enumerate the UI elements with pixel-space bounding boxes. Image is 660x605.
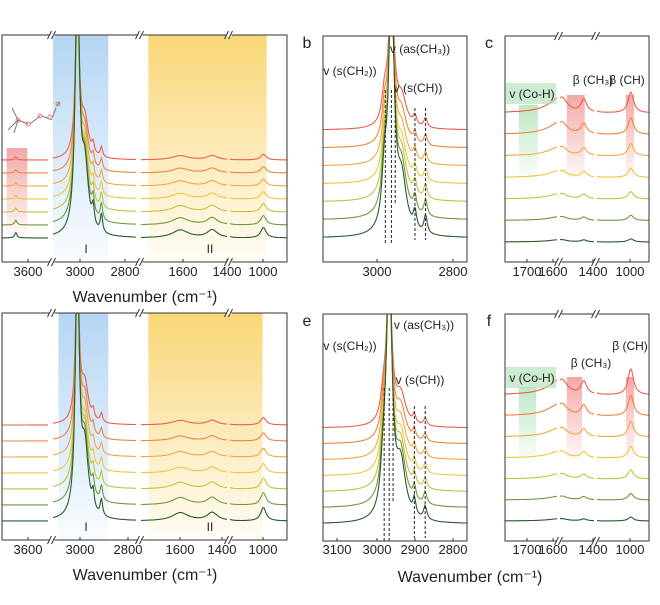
spectrum-trace — [597, 168, 649, 177]
spectrum-trace — [597, 395, 649, 415]
peak-annotation: β (CH) — [612, 339, 648, 353]
spectrum-trace — [597, 118, 649, 134]
shaded-region — [148, 35, 266, 262]
region-label: I — [84, 242, 87, 256]
panel-label: b — [303, 35, 312, 52]
peak-annotation: β (CH) — [609, 73, 645, 87]
spectrum-trace — [560, 193, 594, 198]
x-tick-label: 1400 — [213, 264, 242, 279]
x-axis-label: Wavenumber (cm⁻¹) — [73, 289, 218, 306]
spectrum-trace — [505, 519, 557, 521]
x-tick-label: 2900 — [401, 542, 430, 557]
spectrum-trace — [597, 92, 649, 112]
spectrum-trace — [597, 239, 649, 242]
x-tick-label: 2800 — [111, 264, 140, 279]
spectrum-trace — [560, 217, 594, 221]
x-tick-label: 1000 — [616, 542, 645, 557]
spectrum-trace — [505, 474, 557, 479]
x-axis-label: Wavenumber (cm⁻¹) — [73, 567, 218, 584]
molecule-inset — [8, 102, 60, 133]
spectrum-trace — [505, 496, 557, 500]
x-tick-label: 1000 — [616, 264, 645, 279]
region-label: I — [84, 520, 87, 534]
panel-a: 3600 3000 2800 1600 1400 1000 Wavenumber (cm⁻¹… — [2, 0, 287, 306]
spectrum-trace — [597, 517, 649, 521]
shaded-region — [519, 387, 536, 460]
spectrum-trace — [597, 215, 649, 220]
x-tick-label: 3600 — [14, 542, 43, 557]
panel-label: c — [485, 35, 493, 52]
x-tick-label: 2800 — [114, 542, 143, 557]
x-tick-label: 1400 — [579, 264, 608, 279]
spectrum-trace — [505, 217, 557, 221]
panel-label: e — [303, 313, 312, 330]
x-tick-label: 3000 — [363, 264, 392, 279]
x-tick-label: 3000 — [363, 542, 392, 557]
x-tick-label: 1600 — [539, 542, 568, 557]
spectrum-trace — [560, 240, 594, 242]
spectrum-trace — [560, 519, 594, 521]
spectrum-trace — [597, 369, 649, 394]
x-tick-label: 1600 — [539, 264, 568, 279]
x-tick-label: 1600 — [166, 542, 195, 557]
spectrum-trace — [505, 194, 557, 199]
spectrum-trace — [505, 240, 557, 242]
peak-annotation: β (CH₃) — [571, 356, 611, 370]
x-axis-label: Wavenumber (cm⁻¹) — [398, 569, 543, 586]
spectrum-trace — [597, 421, 649, 436]
peak-annotation: v (s(CH)) — [394, 81, 443, 95]
x-tick-label: 2800 — [439, 264, 468, 279]
peak-annotation: v (as(CH₃)) — [394, 318, 454, 332]
peak-annotation: v (as(CH₃)) — [390, 42, 450, 56]
x-tick-label: 1700 — [513, 542, 542, 557]
spectrum-trace — [597, 470, 649, 479]
shaded-region — [148, 313, 262, 540]
x-tick-label: 3000 — [66, 542, 95, 557]
spectrum-trace — [560, 473, 594, 478]
region-label: II — [207, 520, 214, 534]
peak-annotation: v (Co-H) — [509, 371, 554, 385]
peak-annotation: v (Co-H) — [509, 87, 554, 101]
spectrum-trace — [597, 144, 649, 156]
x-tick-label: 3600 — [14, 264, 43, 279]
x-tick-label: 1000 — [249, 542, 278, 557]
x-tick-label: 1700 — [513, 264, 542, 279]
peak-annotation: v (s(CH)) — [396, 373, 445, 387]
spectrum-trace — [560, 496, 594, 499]
spectrum-trace — [597, 192, 649, 199]
x-tick-label: 3000 — [66, 264, 95, 279]
peak-annotation: v (s(CH₂)) — [323, 339, 376, 353]
region-label: II — [207, 242, 214, 256]
peak-annotation: β (CH₃) — [573, 73, 613, 87]
spectrum-trace — [597, 494, 649, 500]
x-tick-label: 1400 — [208, 542, 237, 557]
panel-b: 3000 2800 b v (s(CH₂)) v (as(CH₃)) v (s(CH)) — [303, 0, 468, 279]
x-tick-label: 1000 — [249, 264, 278, 279]
x-tick-label: 1400 — [579, 542, 608, 557]
panel-e: 3100 3000 2900 2800 Wavenumber (cm⁻¹) e v (s(C… — [303, 235, 543, 586]
shaded-region — [59, 313, 109, 540]
x-tick-label: 2800 — [439, 542, 468, 557]
spectrum-trace — [597, 446, 649, 457]
shaded-region — [626, 95, 634, 178]
peak-annotation: v (s(CH₂)) — [323, 64, 376, 78]
shaded-region — [519, 105, 538, 178]
atom — [48, 115, 52, 119]
x-tick-label: 1600 — [169, 264, 198, 279]
x-tick-label: 3100 — [323, 542, 352, 557]
panel-label: f — [487, 313, 492, 330]
